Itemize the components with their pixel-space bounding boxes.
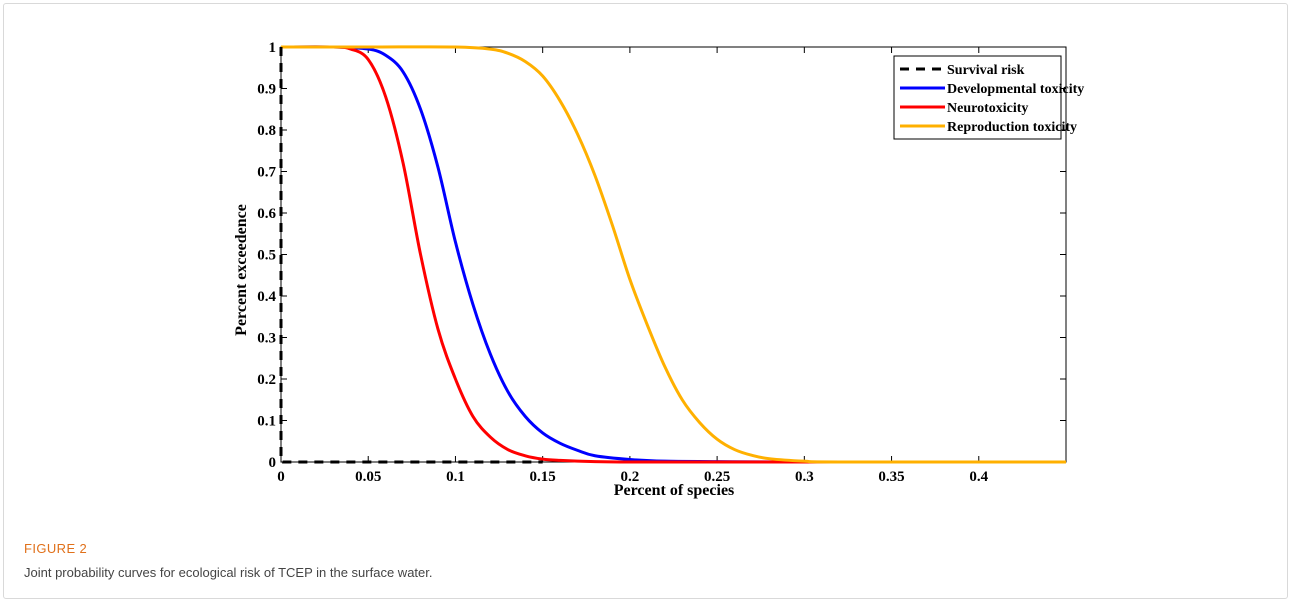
x-tick-label: 0 xyxy=(277,469,285,485)
plot-layer: 0 0.05 0.1 0.15 0.2 0.25 0.3 0.35 0.4 0 0.1 0.2 0.3 0… xyxy=(257,40,1084,485)
legend-label: Survival risk xyxy=(947,63,1025,78)
y-tick-label: 0.1 xyxy=(257,414,276,430)
y-tick-label: 1 xyxy=(269,40,277,56)
legend: Survival risk Developmental toxicity Neuro… xyxy=(893,55,1084,140)
series-line-survival-risk xyxy=(279,47,543,464)
y-tick-label: 0.4 xyxy=(257,289,276,305)
x-axis-title: Percent of species xyxy=(614,482,735,499)
y-tick-label: 0.2 xyxy=(257,372,276,388)
x-tick-label: 0.15 xyxy=(530,469,556,485)
figure-caption: Joint probability curves for ecological … xyxy=(24,565,433,580)
legend-label: Developmental toxicity xyxy=(947,82,1084,97)
x-tick-label: 0.05 xyxy=(355,469,381,485)
y-tick-label: 0.6 xyxy=(257,206,276,222)
x-tick-label: 0.35 xyxy=(878,469,904,485)
x-tick-label: 0.1 xyxy=(446,469,465,485)
x-tick-label: 0.4 xyxy=(969,469,988,485)
figure-label: FIGURE 2 xyxy=(24,541,88,556)
x-tick-label: 0.2 xyxy=(621,469,640,485)
x-tick-label: 0.25 xyxy=(704,469,730,485)
series-line-reproduction-toxicity xyxy=(281,45,1066,464)
y-tick-label: 0.8 xyxy=(257,123,276,139)
legend-label: Reproduction toxicity xyxy=(947,120,1077,135)
y-tick-label: 0.7 xyxy=(257,165,276,181)
y-tick-label: 0.3 xyxy=(257,331,276,347)
x-tick-label: 0.3 xyxy=(795,469,814,485)
series-line-neurotoxicity xyxy=(280,45,1066,464)
legend-label: Neurotoxicity xyxy=(947,101,1028,116)
y-axis-title: Percent exceedence xyxy=(233,204,250,336)
y-tick-label: 0.9 xyxy=(257,82,276,98)
figure-frame xyxy=(3,3,1288,599)
y-tick-label: 0 xyxy=(269,455,277,471)
y-tick-label: 0.5 xyxy=(257,248,276,264)
